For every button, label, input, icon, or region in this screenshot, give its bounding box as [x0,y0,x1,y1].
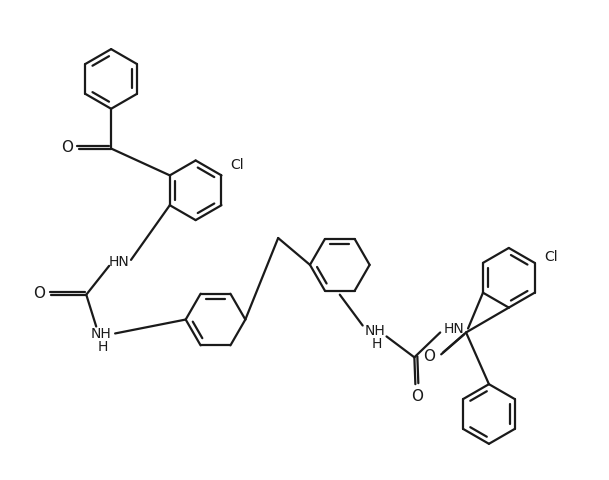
Text: HN: HN [444,323,465,336]
Text: O: O [33,286,46,301]
Text: H: H [371,337,382,351]
Text: HN: HN [108,255,130,269]
Text: O: O [423,349,435,364]
Text: H: H [98,340,108,354]
Text: NH: NH [91,327,111,341]
Text: Cl: Cl [231,158,244,172]
Text: O: O [62,140,73,155]
Text: O: O [411,389,423,404]
Text: NH: NH [364,324,385,338]
Text: Cl: Cl [544,250,558,264]
